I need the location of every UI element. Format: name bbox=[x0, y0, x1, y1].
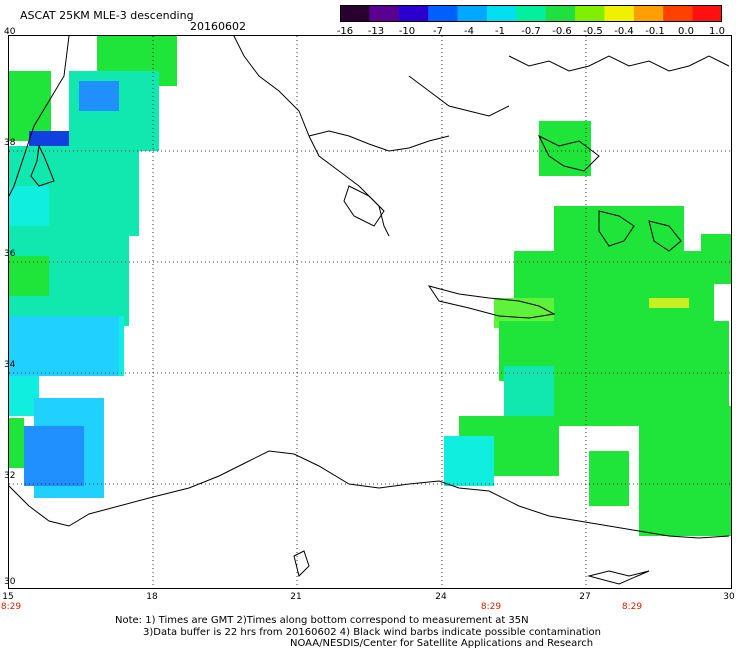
colorbar-label: -16 bbox=[336, 26, 354, 37]
latitude-label: 32 bbox=[4, 471, 16, 481]
longitude-label: 15 bbox=[2, 592, 14, 602]
colorbar-swatch bbox=[369, 5, 400, 22]
colorbar-swatch bbox=[604, 5, 635, 22]
colorbar bbox=[340, 5, 723, 22]
lat-lon-grid bbox=[9, 36, 731, 588]
colorbar-label: -4 bbox=[464, 26, 474, 37]
colorbar-swatch bbox=[575, 5, 605, 22]
colorbar-swatch bbox=[398, 5, 429, 22]
colorbar-swatch bbox=[516, 5, 547, 22]
note-line-1: Note: 1) Times are GMT 2)Times along bot… bbox=[115, 615, 529, 626]
latitude-label: 38 bbox=[4, 138, 16, 148]
colorbar-label: -1 bbox=[495, 26, 505, 37]
colorbar-label: -0.6 bbox=[552, 26, 572, 37]
coastlines bbox=[9, 36, 730, 585]
latitude-label: 30 bbox=[4, 577, 16, 587]
map-canvas bbox=[9, 36, 731, 588]
map-panel bbox=[8, 35, 732, 589]
longitude-label: 27 bbox=[579, 592, 591, 602]
colorbar-swatch bbox=[545, 5, 576, 22]
longitude-label: 24 bbox=[435, 592, 447, 602]
colorbar-swatch bbox=[633, 5, 664, 22]
colorbar-swatch bbox=[663, 5, 694, 22]
longitude-label: 30 bbox=[723, 592, 735, 602]
colorbar-swatch bbox=[486, 5, 517, 22]
colorbar-label: -0.1 bbox=[645, 26, 665, 37]
map-title: ASCAT 25KM MLE-3 descending bbox=[20, 9, 194, 22]
colorbar-label: -10 bbox=[398, 26, 416, 37]
colorbar-label: -0.4 bbox=[614, 26, 634, 37]
longitude-label: 18 bbox=[146, 592, 158, 602]
colorbar-swatch bbox=[428, 5, 459, 22]
longitude-label: 21 bbox=[290, 592, 302, 602]
colorbar-swatch bbox=[457, 5, 488, 22]
colorbar-label: -7 bbox=[433, 26, 443, 37]
time-label: 8:29 bbox=[480, 602, 502, 612]
time-label: 8:29 bbox=[621, 602, 643, 612]
map-date: 20160602 bbox=[190, 20, 246, 33]
latitude-label: 34 bbox=[4, 360, 16, 370]
time-label: 8:29 bbox=[0, 602, 22, 612]
note-line-3: NOAA/NESDIS/Center for Satellite Applica… bbox=[290, 638, 594, 649]
colorbar-label: 0.0 bbox=[678, 26, 694, 37]
colorbar-swatches bbox=[340, 5, 723, 22]
latitude-label: 36 bbox=[4, 249, 16, 259]
latitude-label: 40 bbox=[4, 27, 16, 37]
colorbar-label: -0.5 bbox=[583, 26, 603, 37]
colorbar-label: -13 bbox=[367, 26, 385, 37]
note-line-2: 3)Data buffer is 22 hrs from 20160602 4)… bbox=[143, 627, 601, 638]
wind-speed-swaths bbox=[9, 36, 731, 536]
colorbar-label: 1.0 bbox=[709, 26, 725, 37]
colorbar-swatch bbox=[340, 5, 370, 22]
colorbar-label: -0.7 bbox=[521, 26, 541, 37]
colorbar-swatch bbox=[692, 5, 723, 22]
